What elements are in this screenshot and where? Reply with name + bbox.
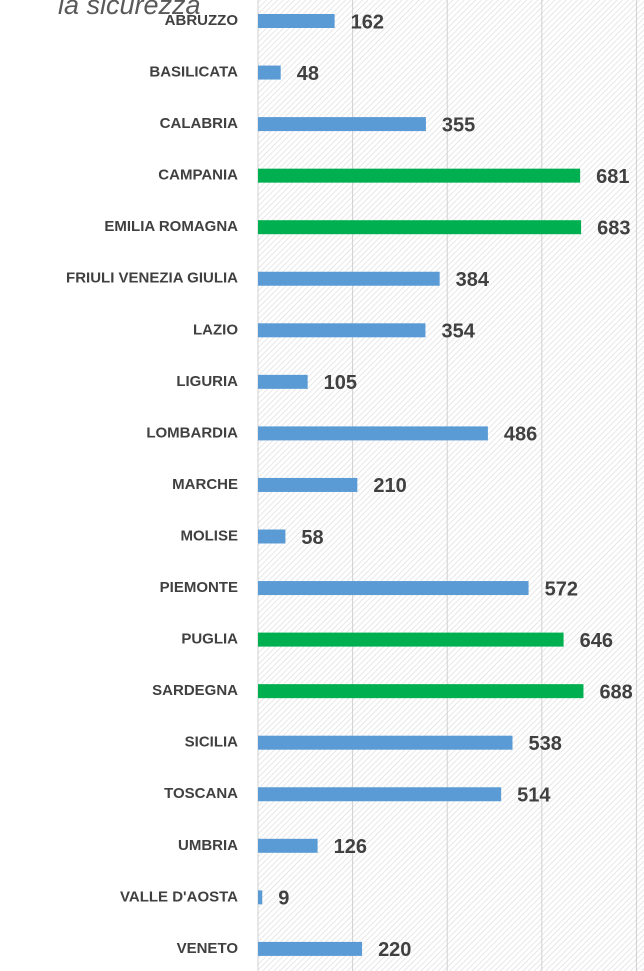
bar [258,271,440,286]
bar [258,684,584,699]
y-tick-label: SICILIA [185,734,239,751]
y-tick-label: MOLISE [180,527,238,544]
data-label: 572 [545,578,578,600]
y-tick-label: BASILICATA [149,64,238,81]
y-tick-label: FRIULI VENEZIA GIULIA [66,270,238,287]
y-tick-label: MARCHE [172,476,238,493]
y-tick-label: PUGLIA [181,631,238,648]
bar [258,220,582,235]
y-tick-label: UMBRIA [178,837,238,854]
data-label: 210 [373,475,406,497]
y-tick-label: LIGURIA [176,373,238,390]
y-tick-label: ABRUZZO [165,12,239,29]
bar [258,890,263,905]
data-label: 162 [351,11,384,33]
data-label: 58 [301,527,323,549]
data-label: 9 [278,888,289,910]
bar [258,838,318,853]
data-label: 486 [504,424,537,446]
y-tick-label: LAZIO [193,321,238,338]
y-tick-label: TOSCANA [164,785,238,802]
data-label: 646 [580,630,613,652]
data-label: 355 [442,114,475,136]
bar [258,168,581,183]
bar [258,323,426,338]
data-label: 538 [528,733,561,755]
data-label: 354 [441,321,475,343]
bar [258,581,529,596]
bar [258,65,281,80]
bar [258,735,513,750]
bar [258,477,358,492]
y-tick-label: CALABRIA [160,115,238,132]
data-label: 683 [597,217,630,239]
data-label: 48 [297,63,319,85]
y-tick-label: CAMPANIA [158,167,238,184]
bar [258,941,363,956]
data-label: 688 [599,681,632,703]
bar [258,426,488,441]
y-tick-label: VALLE D'AOSTA [120,888,238,905]
bar [258,787,502,802]
data-label: 105 [324,372,357,394]
bar [258,117,426,132]
y-tick-label: PIEMONTE [160,579,238,596]
y-tick-label: EMILIA ROMAGNA [104,218,238,235]
chart-title: la sicurezza [58,0,201,20]
data-label: 681 [596,166,629,188]
bar [258,14,335,28]
y-tick-label: LOMBARDIA [146,424,238,441]
y-tick-label: SARDEGNA [152,682,238,699]
bar [258,374,308,389]
data-label: 220 [378,939,411,961]
y-tick-label: VENETO [177,940,239,957]
bar [258,632,564,647]
data-label: 126 [334,836,367,858]
data-label: 514 [517,785,551,807]
data-label: 384 [456,269,490,291]
bar [258,529,286,544]
